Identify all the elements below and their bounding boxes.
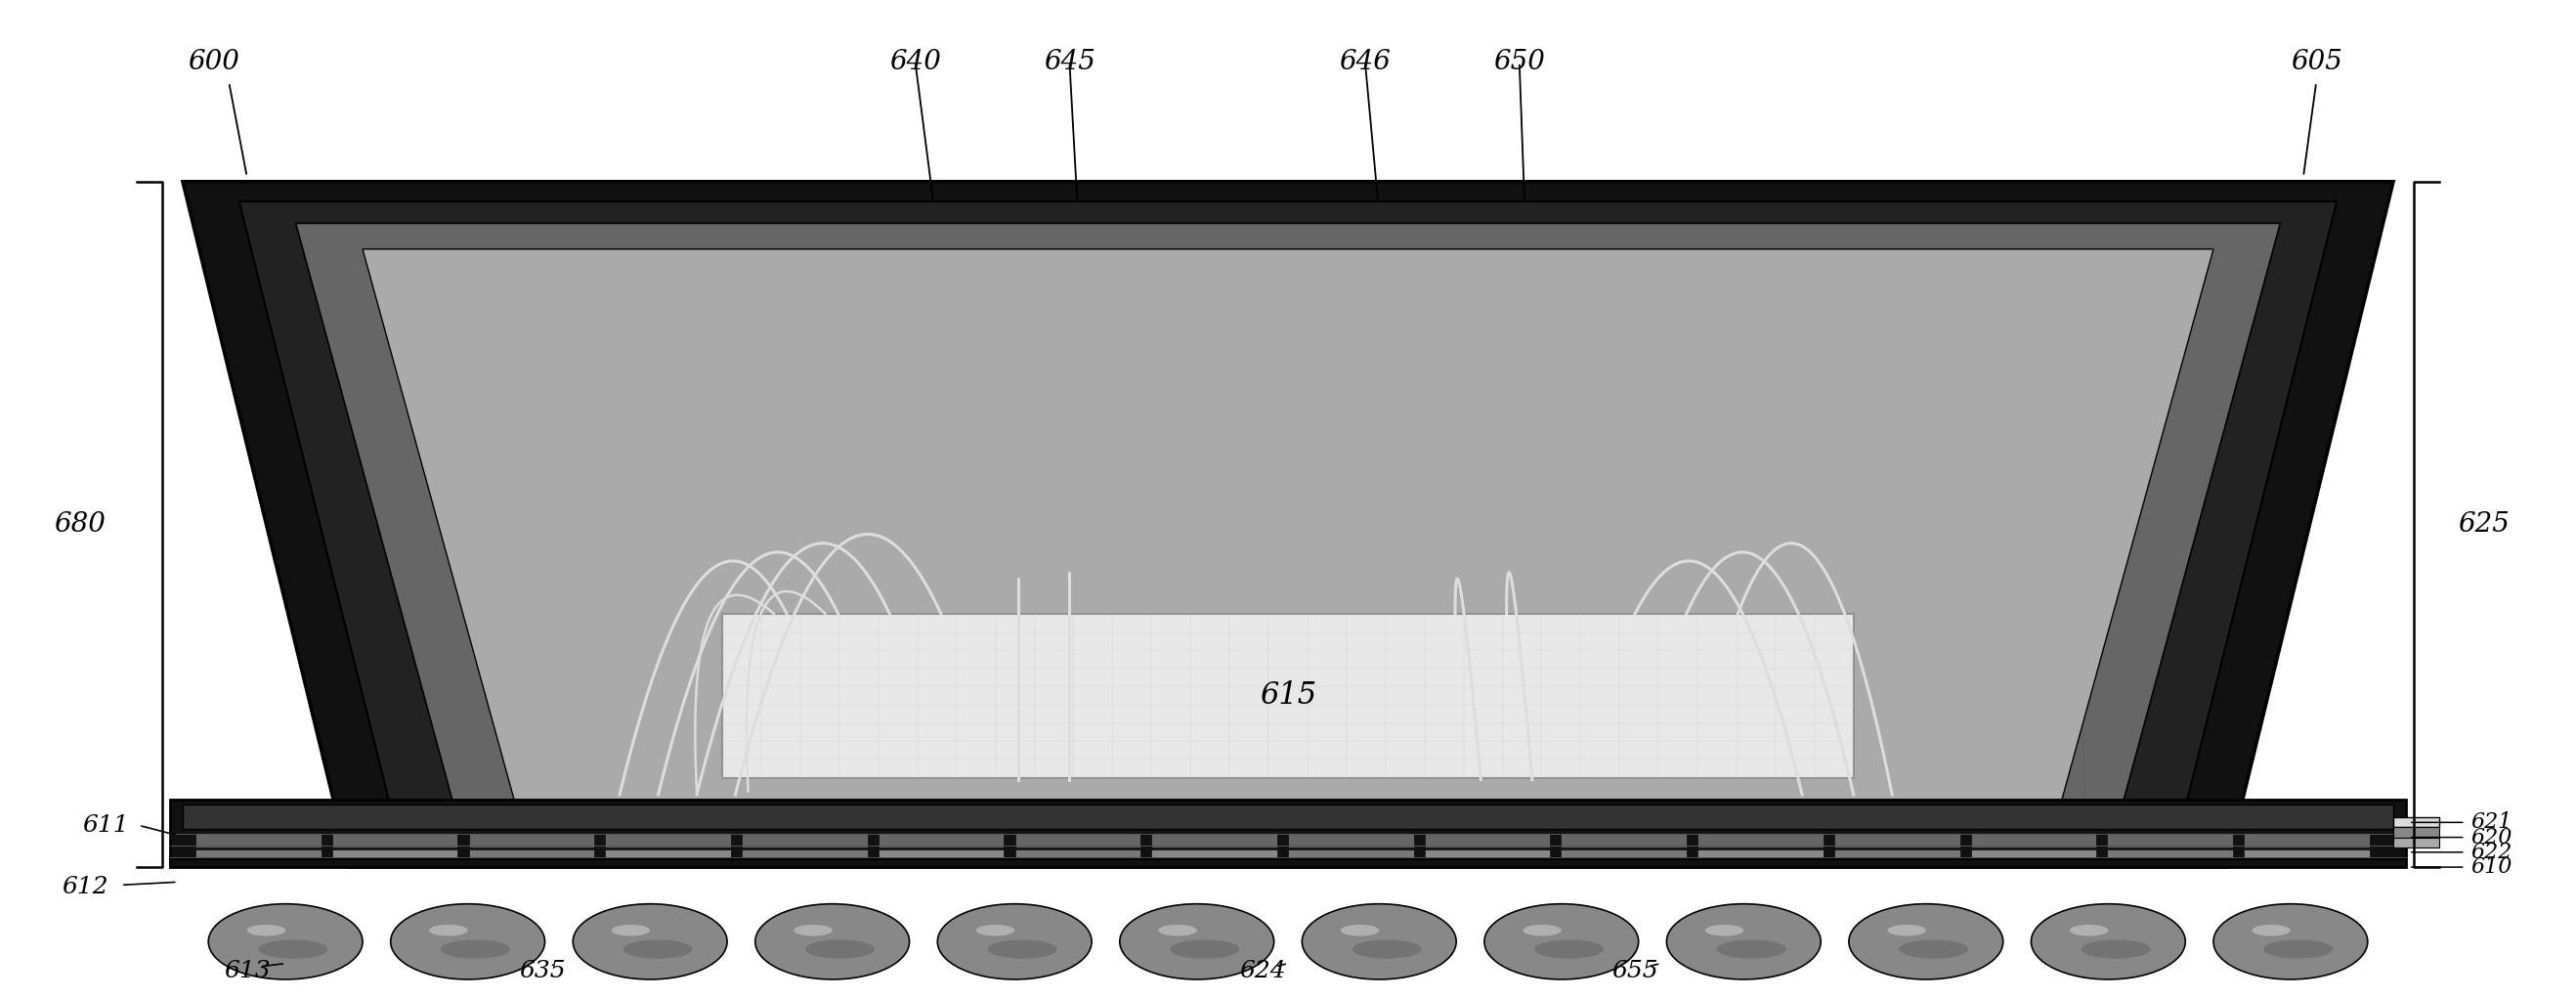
Bar xyxy=(332,833,459,848)
Bar xyxy=(1425,849,1551,864)
Ellipse shape xyxy=(430,925,469,936)
Ellipse shape xyxy=(1850,904,2004,979)
Ellipse shape xyxy=(572,904,726,979)
Bar xyxy=(183,804,2393,829)
Bar xyxy=(1151,849,1278,864)
Text: 655: 655 xyxy=(1613,960,1659,983)
Polygon shape xyxy=(363,249,2213,809)
Text: 612: 612 xyxy=(62,876,108,898)
Text: 600: 600 xyxy=(188,49,240,76)
Ellipse shape xyxy=(1352,940,1422,959)
Polygon shape xyxy=(240,202,2336,849)
Ellipse shape xyxy=(611,925,649,936)
Ellipse shape xyxy=(1535,940,1605,959)
Ellipse shape xyxy=(1888,925,1927,936)
Text: 610: 610 xyxy=(2470,856,2512,878)
Bar xyxy=(1698,833,1824,848)
Bar xyxy=(1834,833,1960,848)
Text: 622: 622 xyxy=(2470,841,2512,863)
Bar xyxy=(2244,849,2370,864)
Bar xyxy=(196,833,322,848)
Text: 605: 605 xyxy=(2290,49,2342,76)
Bar xyxy=(332,849,459,864)
Bar xyxy=(1288,833,1414,848)
Ellipse shape xyxy=(1159,925,1198,936)
Ellipse shape xyxy=(2264,940,2334,959)
Ellipse shape xyxy=(440,940,510,959)
Bar xyxy=(2244,833,2370,848)
Ellipse shape xyxy=(258,940,327,959)
Text: 625: 625 xyxy=(2458,511,2509,537)
Ellipse shape xyxy=(976,925,1015,936)
Bar xyxy=(1015,849,1141,864)
Ellipse shape xyxy=(1121,904,1275,979)
Text: 650: 650 xyxy=(1494,49,1546,76)
Bar xyxy=(2107,833,2233,848)
Bar xyxy=(742,833,868,848)
Bar xyxy=(1561,849,1687,864)
Bar xyxy=(878,833,1005,848)
Text: 680: 680 xyxy=(54,511,106,537)
Ellipse shape xyxy=(2213,904,2367,979)
Text: 613: 613 xyxy=(224,960,270,983)
Ellipse shape xyxy=(1170,940,1239,959)
Ellipse shape xyxy=(793,925,832,936)
Polygon shape xyxy=(296,224,2280,829)
Ellipse shape xyxy=(2069,925,2107,936)
Ellipse shape xyxy=(392,904,546,979)
Bar xyxy=(170,859,2406,867)
Bar xyxy=(742,849,868,864)
Bar xyxy=(605,849,732,864)
Bar xyxy=(2393,837,2439,847)
Ellipse shape xyxy=(1301,904,1455,979)
Ellipse shape xyxy=(247,925,286,936)
Bar xyxy=(1015,833,1141,848)
Ellipse shape xyxy=(2251,925,2290,936)
Bar xyxy=(469,833,595,848)
Ellipse shape xyxy=(987,940,1056,959)
Bar xyxy=(1425,833,1551,848)
Bar xyxy=(2393,817,2439,827)
Bar xyxy=(1288,849,1414,864)
Text: 624: 624 xyxy=(1239,960,1285,983)
Text: 635: 635 xyxy=(520,960,567,983)
Ellipse shape xyxy=(2081,940,2151,959)
Ellipse shape xyxy=(2030,904,2184,979)
Ellipse shape xyxy=(1522,925,1561,936)
Bar xyxy=(1151,833,1278,848)
Bar xyxy=(2393,827,2439,837)
Bar xyxy=(196,849,322,864)
Text: 621: 621 xyxy=(2470,811,2512,833)
Ellipse shape xyxy=(209,904,363,979)
Bar xyxy=(878,849,1005,864)
Text: 615: 615 xyxy=(1260,680,1316,711)
Text: 620: 620 xyxy=(2470,826,2512,848)
Text: 640: 640 xyxy=(889,49,940,76)
Bar xyxy=(2107,849,2233,864)
Bar xyxy=(605,833,732,848)
Ellipse shape xyxy=(1667,904,1821,979)
Text: 646: 646 xyxy=(1340,49,1391,76)
Ellipse shape xyxy=(1705,925,1744,936)
Polygon shape xyxy=(183,182,2393,867)
Bar xyxy=(1698,849,1824,864)
Text: 645: 645 xyxy=(1043,49,1095,76)
Bar xyxy=(721,613,1855,777)
Text: 611: 611 xyxy=(82,814,129,836)
Ellipse shape xyxy=(1484,904,1638,979)
Bar xyxy=(170,799,2406,867)
Ellipse shape xyxy=(755,904,909,979)
Ellipse shape xyxy=(1340,925,1378,936)
Bar xyxy=(1971,849,2097,864)
Bar xyxy=(469,849,595,864)
Ellipse shape xyxy=(1716,940,1785,959)
Bar xyxy=(1561,833,1687,848)
Ellipse shape xyxy=(1899,940,1968,959)
Ellipse shape xyxy=(806,940,876,959)
Ellipse shape xyxy=(938,904,1092,979)
Bar xyxy=(1834,849,1960,864)
Bar xyxy=(1971,833,2097,848)
Ellipse shape xyxy=(623,940,693,959)
